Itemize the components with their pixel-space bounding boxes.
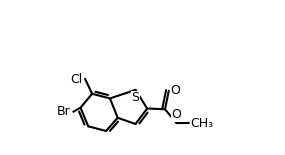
Text: Cl: Cl bbox=[70, 73, 82, 86]
Text: O: O bbox=[170, 84, 180, 97]
Text: O: O bbox=[172, 108, 182, 121]
Text: CH₃: CH₃ bbox=[190, 117, 213, 130]
Text: Br: Br bbox=[57, 105, 70, 118]
Text: S: S bbox=[131, 91, 140, 104]
